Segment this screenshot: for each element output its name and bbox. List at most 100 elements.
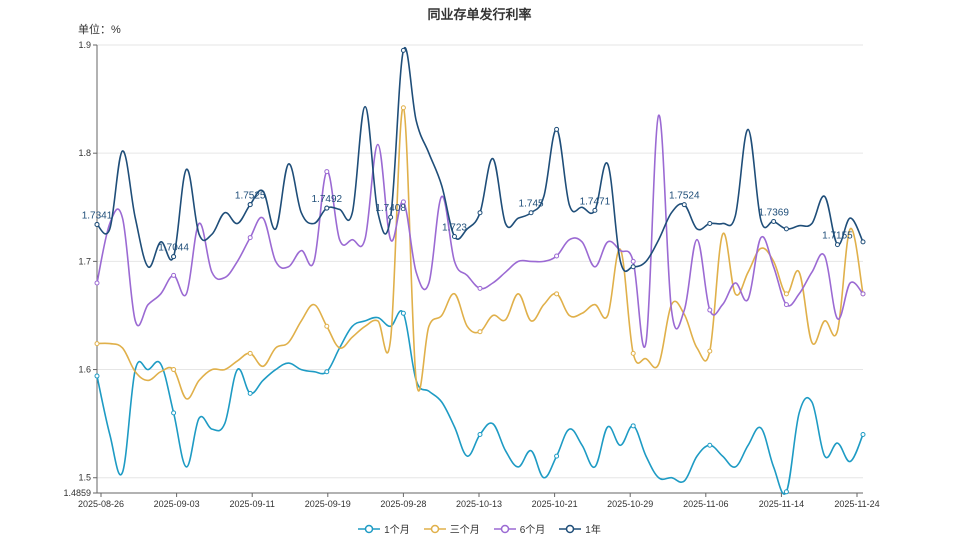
y-tick-label: 1.5 — [78, 473, 91, 483]
data-point — [477, 285, 483, 291]
y-tick-label: 1.4859 — [63, 488, 91, 498]
data-label: 1.745 — [519, 199, 544, 210]
x-tick-label: 2025-09-11 — [230, 499, 275, 509]
data-point — [400, 199, 406, 205]
data-point — [860, 291, 866, 297]
data-point — [94, 280, 100, 286]
legend-marker-icon — [358, 524, 381, 533]
data-label: 1.7525 — [235, 191, 266, 202]
data-point — [630, 258, 636, 264]
data-point — [324, 169, 330, 175]
data-point — [247, 350, 253, 356]
data-point — [94, 341, 100, 347]
y-tick-label: 1.7 — [78, 256, 91, 266]
legend-item[interactable]: 1年 — [559, 521, 601, 536]
legend-label: 6个月 — [519, 525, 546, 536]
legend-item[interactable]: 1个月 — [358, 521, 410, 536]
x-tick-label: 2025-11-24 — [834, 499, 879, 509]
data-label: 1.7471 — [580, 196, 611, 207]
data-point — [554, 453, 560, 459]
series-line — [96, 46, 864, 273]
legend-label: 1年 — [585, 525, 601, 536]
x-tick-label: 2025-10-13 — [456, 499, 502, 509]
data-point — [783, 291, 789, 297]
series-1 — [94, 310, 866, 495]
data-point — [707, 221, 713, 227]
data-point — [554, 126, 560, 132]
data-point — [707, 307, 713, 313]
labeled-point — [834, 242, 840, 248]
axes: 1.4859 1.5 1.6 1.7 1.8 1.9 2025-08-26 2025-09-0… — [63, 40, 879, 509]
legend-label: 三个月 — [449, 525, 480, 536]
grid-lines — [97, 44, 863, 479]
legend-item[interactable]: 三个月 — [423, 521, 480, 536]
data-point — [477, 210, 483, 216]
legend-marker-icon — [423, 524, 446, 533]
labeled-point — [247, 202, 253, 208]
labeled-point — [94, 221, 100, 227]
y-tick-label: 1.8 — [78, 148, 91, 158]
x-tick-label: 2025-11-06 — [683, 499, 728, 509]
series-line — [96, 106, 864, 400]
data-point — [860, 431, 866, 437]
data-point — [324, 323, 330, 329]
labeled-point — [171, 254, 177, 260]
data-point — [783, 302, 789, 308]
data-point — [630, 350, 636, 356]
unit-label: 单位：% — [78, 24, 121, 36]
legend-item[interactable]: 6个月 — [493, 521, 546, 536]
x-tick-label: 2025-10-29 — [607, 499, 653, 509]
legend-marker-icon — [559, 524, 582, 533]
series-line — [96, 114, 864, 348]
data-label: 1.7044 — [158, 243, 189, 254]
data-point — [554, 253, 560, 259]
labeled-point — [528, 210, 534, 216]
data-label: 1.7155 — [822, 231, 853, 242]
data-point — [707, 442, 713, 448]
x-tick-label: 2025-10-21 — [532, 499, 578, 509]
data-point — [400, 310, 406, 316]
data-point — [477, 431, 483, 437]
data-label: 1.7524 — [669, 191, 700, 202]
data-point — [783, 489, 789, 495]
data-point — [324, 369, 330, 375]
labeled-point — [388, 214, 394, 220]
data-point — [554, 291, 560, 297]
series-2 — [94, 105, 866, 400]
data-point — [171, 367, 177, 373]
data-point — [400, 105, 406, 111]
x-tick-label: 2025-09-28 — [380, 499, 426, 509]
data-label: 1.7408 — [375, 203, 406, 214]
chart-title: 同业存单发行利率 — [427, 7, 532, 22]
x-tick-label: 2025-08-26 — [78, 499, 124, 509]
data-point — [400, 47, 406, 53]
labeled-point — [771, 218, 777, 224]
data-point — [247, 235, 253, 241]
data-point — [171, 410, 177, 416]
data-point — [860, 239, 866, 245]
series-line — [96, 310, 864, 495]
labeled-point — [681, 202, 687, 208]
data-point — [630, 423, 636, 429]
y-tick-label: 1.9 — [78, 40, 91, 50]
data-point — [783, 226, 789, 232]
data-point — [247, 390, 253, 396]
data-point — [630, 264, 636, 270]
y-tick-label: 1.6 — [78, 365, 91, 375]
legend-marker-icon — [493, 524, 516, 533]
series-layer — [94, 46, 866, 495]
x-tick-label: 2025-09-03 — [154, 499, 200, 509]
data-label: 1.723 — [442, 222, 467, 233]
x-tick-label: 2025-09-19 — [305, 499, 351, 509]
labeled-point — [324, 205, 330, 211]
legend: 1个月 三个月 6个月 1年 — [0, 521, 959, 537]
data-point — [171, 272, 177, 278]
labeled-point — [592, 207, 598, 213]
series-4 — [94, 46, 866, 273]
data-labels: 1.7341 1.7044 1.7525 1.7492 1.7408 1.723 1.745… — [82, 191, 853, 260]
series-3 — [94, 114, 866, 348]
data-point — [94, 373, 100, 379]
data-point — [707, 348, 713, 354]
data-label: 1.7369 — [758, 207, 789, 218]
